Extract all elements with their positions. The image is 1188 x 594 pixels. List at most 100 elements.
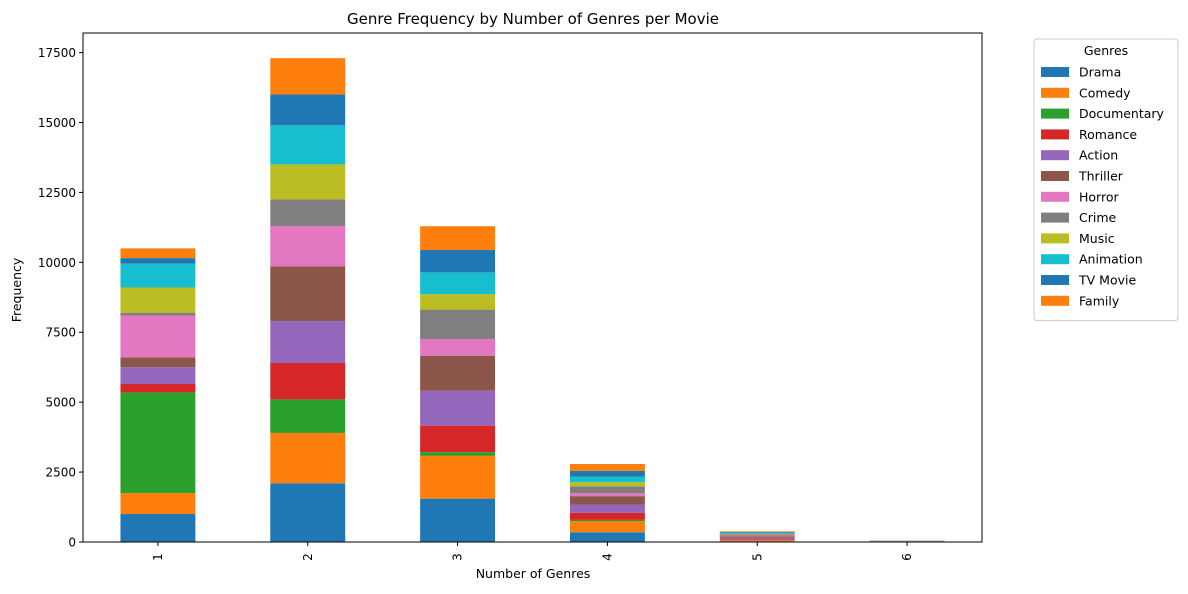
bar-segment: [120, 357, 195, 367]
legend-swatch: [1041, 171, 1069, 181]
bar-segment: [570, 486, 645, 493]
x-tick-label: 1: [151, 553, 165, 561]
bar-segment: [270, 199, 345, 226]
x-tick-label: 4: [600, 553, 614, 561]
bar-segment: [570, 464, 645, 471]
plot-frame: [83, 33, 982, 542]
bar-segment: [720, 534, 795, 535]
bar-segment: [720, 533, 795, 534]
bar-segment: [420, 456, 495, 499]
bar-segment: [570, 505, 645, 513]
bar-segment: [720, 536, 795, 537]
legend: Genres Drama Comedy Documentary Romance Actio…: [1034, 39, 1178, 321]
y-tick-label: 12500: [38, 186, 76, 200]
legend-swatch: [1041, 275, 1069, 285]
bar-segment: [120, 248, 195, 258]
bar-segment: [420, 226, 495, 250]
bar-segment: [120, 367, 195, 384]
legend-title: Genres: [1084, 43, 1128, 58]
bar-segment: [270, 363, 345, 399]
bar-segment: [570, 482, 645, 486]
bar-segment: [120, 315, 195, 357]
bar-segment: [270, 164, 345, 199]
bar-segment: [120, 264, 195, 288]
bar-segment: [270, 267, 345, 322]
legend-swatch: [1041, 296, 1069, 306]
bar-segment: [120, 392, 195, 493]
bar-segment: [270, 321, 345, 363]
legend-swatch: [1041, 109, 1069, 119]
legend-swatch: [1041, 129, 1069, 139]
bar-segment: [270, 58, 345, 94]
chart-title: Genre Frequency by Number of Genres per …: [347, 10, 719, 28]
legend-label: Animation: [1079, 252, 1143, 267]
bar-segment: [570, 513, 645, 520]
y-tick-label: 7500: [45, 326, 76, 340]
x-axis-label: Number of Genres: [476, 566, 591, 581]
legend-label: Thriller: [1078, 169, 1124, 184]
bar-segment: [420, 391, 495, 426]
bar-segment: [720, 539, 795, 540]
bars-layer: [120, 58, 944, 542]
x-tick-label: 6: [900, 553, 914, 561]
bar-segment: [120, 384, 195, 392]
bar-segment: [720, 534, 795, 535]
bar-segment: [420, 294, 495, 309]
legend-label: Romance: [1079, 127, 1137, 142]
bar-segment: [720, 532, 795, 533]
bar-segment: [270, 125, 345, 164]
legend-swatch: [1041, 254, 1069, 264]
legend-label: Music: [1079, 231, 1115, 246]
legend-swatch: [1041, 233, 1069, 243]
bar-segment: [420, 272, 495, 294]
bar-segment: [420, 250, 495, 272]
bar-segment: [570, 532, 645, 542]
bar-segment: [420, 426, 495, 453]
bar-segment: [420, 339, 495, 356]
legend-label: Horror: [1079, 189, 1119, 204]
bar-segment: [120, 313, 195, 316]
bar-segment: [420, 356, 495, 391]
bar-segment: [720, 538, 795, 539]
bar-segment: [270, 399, 345, 433]
bar-segment: [570, 520, 645, 521]
legend-label: TV Movie: [1078, 273, 1136, 288]
legend-label: Comedy: [1079, 85, 1131, 100]
bar-segment: [420, 310, 495, 339]
bar-segment: [570, 496, 645, 504]
bar-segment: [270, 483, 345, 542]
bar-segment: [120, 258, 195, 264]
bar-segment: [420, 452, 495, 456]
bar-segment: [720, 531, 795, 532]
y-tick-label: 5000: [45, 396, 76, 410]
bar-segment: [420, 499, 495, 542]
bar-segment: [570, 477, 645, 483]
bar-segment: [270, 226, 345, 267]
x-tick-label: 5: [750, 553, 764, 561]
y-axis-label: Frequency: [9, 257, 24, 322]
y-tick-label: 15000: [38, 116, 76, 130]
legend-label: Crime: [1079, 210, 1117, 225]
legend-swatch: [1041, 150, 1069, 160]
bar-segment: [120, 493, 195, 514]
legend-swatch: [1041, 67, 1069, 77]
legend-swatch: [1041, 88, 1069, 98]
y-tick-label: 0: [68, 536, 76, 550]
legend-label: Documentary: [1079, 106, 1165, 121]
x-tick-label: 2: [301, 553, 315, 561]
bar-segment: [720, 536, 795, 537]
bar-segment: [570, 493, 645, 496]
bar-segment: [270, 95, 345, 126]
y-tick-label: 10000: [38, 256, 76, 270]
legend-label: Drama: [1079, 65, 1121, 80]
bar-segment: [720, 540, 795, 541]
legend-label: Family: [1079, 293, 1120, 308]
x-tick-label: 3: [451, 553, 465, 561]
bar-segment: [120, 288, 195, 313]
legend-swatch: [1041, 213, 1069, 223]
bar-segment: [570, 521, 645, 532]
y-tick-label: 2500: [45, 466, 76, 480]
legend-label: Action: [1079, 148, 1118, 163]
